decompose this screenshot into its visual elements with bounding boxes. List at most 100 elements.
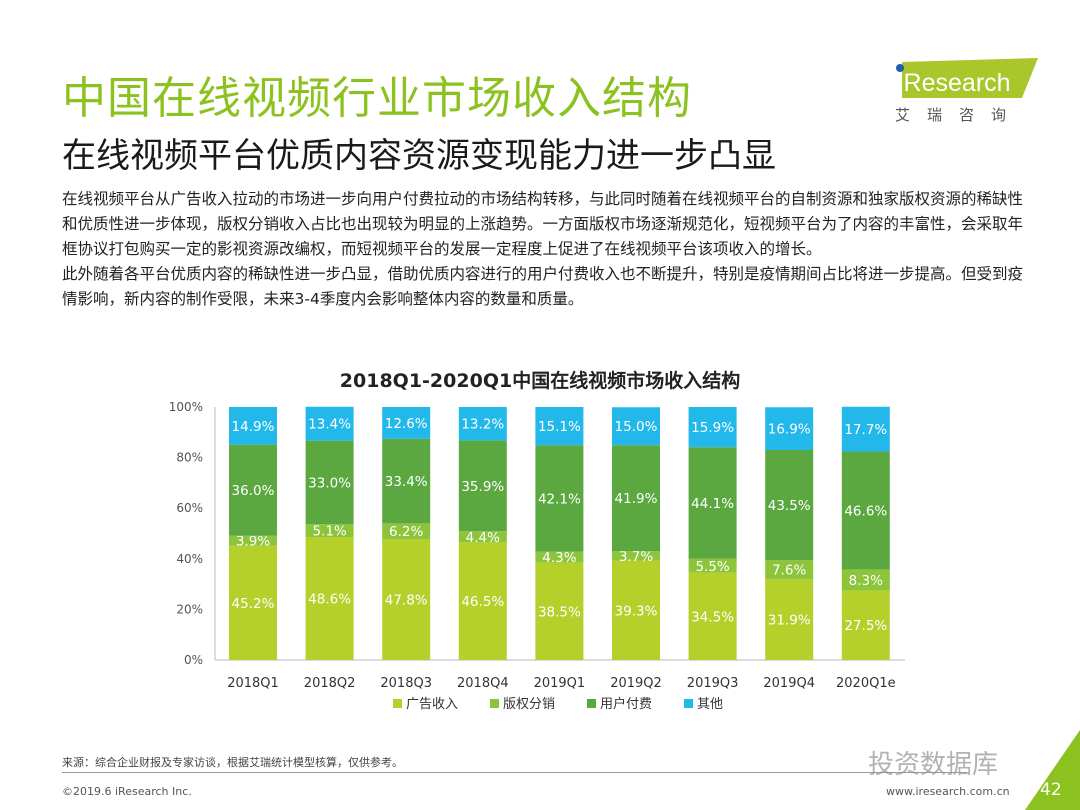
data-label: 34.5% (691, 609, 734, 625)
bar-segment (458, 440, 507, 532)
stacked-bar-chart: 0% 20% 40% 60% 80% 100% 45.2% 3.9% 36.0% 14.9% 201… (169, 400, 905, 712)
data-label: 43.5% (768, 498, 811, 514)
x-tick-label: 2018Q4 (457, 676, 509, 691)
svg-text:iResearch: iResearch (898, 69, 1011, 97)
paragraph: 在线视频平台从广告收入拉动的市场进一步向用户付费拉动的市场结构转移，与此同时随着… (62, 190, 1024, 258)
body-text: 在线视频平台从广告收入拉动的市场进一步向用户付费拉动的市场结构转移，与此同时随着… (62, 187, 1032, 312)
y-tick-label: 80% (176, 451, 203, 465)
data-label: 5.1% (312, 524, 346, 540)
bar-segment (382, 438, 431, 524)
bar-segment (458, 542, 507, 660)
bar-segment (612, 445, 660, 552)
y-tick-label: 100% (169, 400, 203, 414)
watermark: 投资数据库 (868, 750, 999, 780)
data-label: 7.6% (772, 563, 806, 579)
data-label: 46.6% (844, 503, 887, 519)
page-title: 中国在线视频行业市场收入结构 (62, 73, 692, 124)
data-label: 31.9% (768, 613, 811, 629)
data-label: 3.7% (619, 549, 653, 565)
data-label: 48.6% (308, 592, 351, 608)
bar-segment (688, 572, 737, 660)
data-label: 36.0% (232, 483, 275, 499)
y-tick-label: 40% (176, 552, 203, 566)
bar-segment (305, 524, 354, 538)
bar-segment (612, 407, 660, 446)
legend-label: 广告收入 (406, 697, 458, 712)
bar-segment (841, 590, 890, 660)
bar-segment (382, 539, 431, 660)
bar-segment (765, 579, 814, 660)
bar-segment (458, 531, 507, 543)
y-tick-label: 60% (176, 501, 203, 515)
data-label: 4.3% (542, 550, 576, 566)
bar-segment (535, 551, 584, 563)
data-label: 42.1% (538, 491, 581, 507)
bar-segment (535, 445, 584, 552)
data-label: 39.3% (615, 603, 658, 619)
x-tick-label: 2020Q1e (836, 676, 896, 691)
data-label: 33.0% (308, 475, 351, 491)
bar-segment (382, 523, 431, 540)
bar-segment (688, 407, 737, 448)
data-label: 13.4% (308, 417, 351, 433)
bar-segment (535, 407, 584, 446)
legend-label: 用户付费 (600, 696, 652, 712)
bar-segment (382, 407, 431, 439)
x-tick-label: 2018Q1 (227, 676, 279, 691)
page-subtitle: 在线视频平台优质内容资源变现能力进一步凸显 (62, 136, 776, 176)
legend-swatch (490, 699, 499, 708)
data-label: 13.2% (461, 417, 504, 433)
bar-segment (841, 569, 890, 591)
bar-segment (458, 407, 507, 441)
data-label: 12.6% (385, 416, 428, 432)
data-label: 5.5% (695, 559, 729, 575)
source-note: 来源：综合企业财报及专家访谈，根据艾瑞统计模型核算，仅供参考。 (62, 756, 403, 769)
bar-segment (765, 450, 814, 561)
data-label: 33.4% (385, 474, 428, 490)
data-label: 38.5% (538, 604, 581, 620)
data-label: 44.1% (691, 496, 734, 512)
paragraph: 此外随着各平台优质内容的稀缺性进一步凸显，借助优质内容进行的用户付费收入也不断提… (62, 265, 1024, 308)
iresearch-logo: iResearch (896, 58, 1038, 98)
data-label: 27.5% (844, 618, 887, 634)
data-label: 45.2% (232, 596, 275, 612)
bar-segment (229, 535, 277, 546)
legend-swatch (684, 699, 693, 708)
chart-title: 2018Q1-2020Q1中国在线视频市场收入结构 (339, 370, 741, 392)
x-tick-label: 2019Q4 (763, 676, 815, 691)
x-tick-label: 2019Q1 (534, 676, 586, 691)
bar-segment (765, 407, 814, 451)
data-label: 35.9% (461, 479, 504, 495)
bar-segment (841, 451, 890, 570)
y-tick-label: 0% (184, 653, 203, 667)
data-label: 6.2% (389, 524, 423, 540)
bar-segment (305, 406, 354, 441)
footer-divider (62, 772, 967, 773)
data-label: 16.9% (768, 422, 811, 438)
data-label: 3.9% (236, 534, 270, 550)
bar-segment (612, 551, 660, 561)
data-label: 15.0% (615, 419, 658, 435)
legend-swatch (587, 699, 596, 708)
data-label: 14.9% (232, 419, 275, 435)
legend-label: 其他 (697, 697, 723, 712)
bar-segment (841, 406, 890, 452)
legend-label: 版权分销 (503, 696, 555, 712)
x-tick-label: 2019Q2 (610, 676, 662, 691)
bar-segment (305, 440, 354, 525)
data-label: 47.8% (385, 593, 428, 609)
data-label: 8.3% (849, 573, 883, 589)
bar-segment (305, 537, 354, 660)
bar-segment (229, 407, 277, 445)
data-label: 4.4% (466, 530, 500, 546)
bar-segment (229, 444, 277, 536)
logo-cn-text: 艾瑞咨询 (895, 106, 1024, 124)
bar-segment (229, 545, 277, 660)
page-number: 42 (1040, 780, 1062, 800)
website-link[interactable]: www.iresearch.com.cn (886, 785, 1010, 798)
bar-segment (612, 560, 660, 660)
data-label: 15.1% (538, 419, 581, 435)
legend-swatch (393, 699, 402, 708)
copyright: ©2019.6 iResearch Inc. (62, 785, 192, 798)
bar-segment (765, 560, 814, 580)
